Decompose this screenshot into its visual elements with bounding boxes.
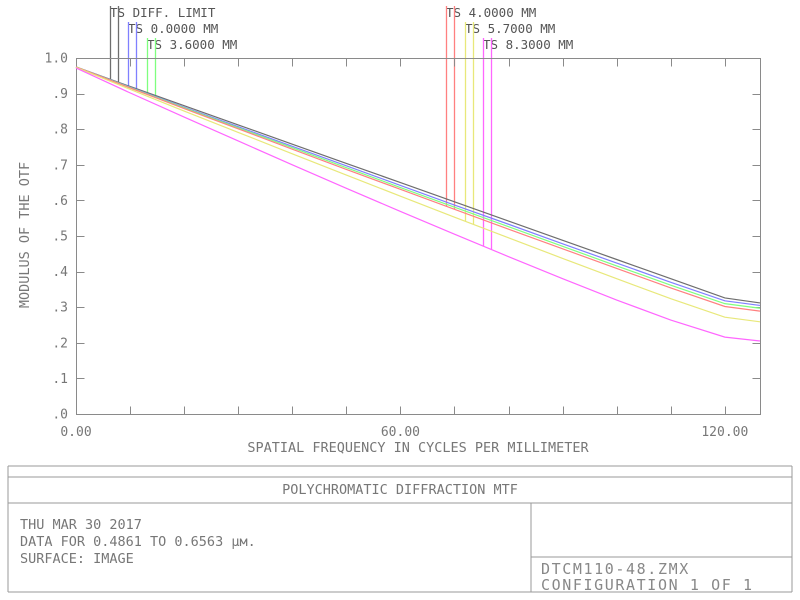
y-tick-label: .2 — [52, 336, 68, 351]
y-tick-label: .4 — [52, 265, 68, 280]
mtf-curve-1 — [75, 66, 761, 307]
legend-label-field-5p7: TS 5.7000 MM — [465, 21, 555, 36]
footer-surface: SURFACE: IMAGE — [20, 551, 134, 567]
footer-panels — [7, 465, 793, 593]
y-tick-label: 1.0 — [45, 52, 68, 67]
mtf-curve-0 — [75, 66, 761, 304]
y-tick-label: .5 — [52, 230, 68, 245]
x-tick-label: 0.00 — [60, 425, 91, 440]
legend-label-field-3p6: TS 3.6000 MM — [147, 37, 237, 52]
x-axis-tick-labels: 0.00 60.00 120.00 — [60, 425, 748, 440]
legend-label-field-0: TS 0.0000 MM — [128, 21, 218, 36]
footer-data-range: DATA FOR 0.4861 TO 0.6563 μм. — [20, 534, 256, 550]
footer-configuration: CONFIGURATION 1 OF 1 — [541, 576, 754, 594]
y-axis-title: MODULUS OF THE OTF — [17, 162, 33, 308]
legend-label-field-8p3: TS 8.3000 MM — [483, 37, 573, 52]
x-tick-label: 120.00 — [701, 425, 748, 440]
x-axis-title: SPATIAL FREQUENCY IN CYCLES PER MILLIMET… — [247, 440, 589, 456]
mtf-curve-2 — [75, 66, 761, 309]
footer-filename: DTCM110-48.ZMX — [541, 560, 690, 578]
plot-frame — [76, 58, 761, 415]
mtf-curves — [75, 66, 761, 342]
y-tick-label: .1 — [52, 372, 68, 387]
y-tick-label: .6 — [52, 194, 68, 209]
y-tick-label: .7 — [52, 158, 68, 173]
y-tick-label: .9 — [52, 87, 68, 102]
footer-date: THU MAR 30 2017 — [20, 517, 142, 533]
y-tick-label: .3 — [52, 301, 68, 316]
legend-label-diff-limit: TS DIFF. LIMIT — [110, 5, 216, 20]
mtf-curve-3 — [75, 66, 761, 312]
mtf-curve-5 — [75, 67, 761, 342]
mtf-curve-4 — [75, 66, 761, 323]
legend-label-field-4: TS 4.0000 MM — [446, 5, 536, 20]
axis-ticks — [76, 58, 761, 415]
footer-title: POLYCHROMATIC DIFFRACTION MTF — [282, 482, 518, 498]
y-tick-label: .8 — [52, 123, 68, 138]
x-tick-label: 60.00 — [381, 425, 420, 440]
legend-marker-lines — [109, 6, 493, 250]
y-axis-tick-labels: .0 .1 .2 .3 .4 .5 .6 .7 .8 .9 1.0 — [45, 52, 69, 423]
y-tick-label: .0 — [52, 408, 68, 423]
